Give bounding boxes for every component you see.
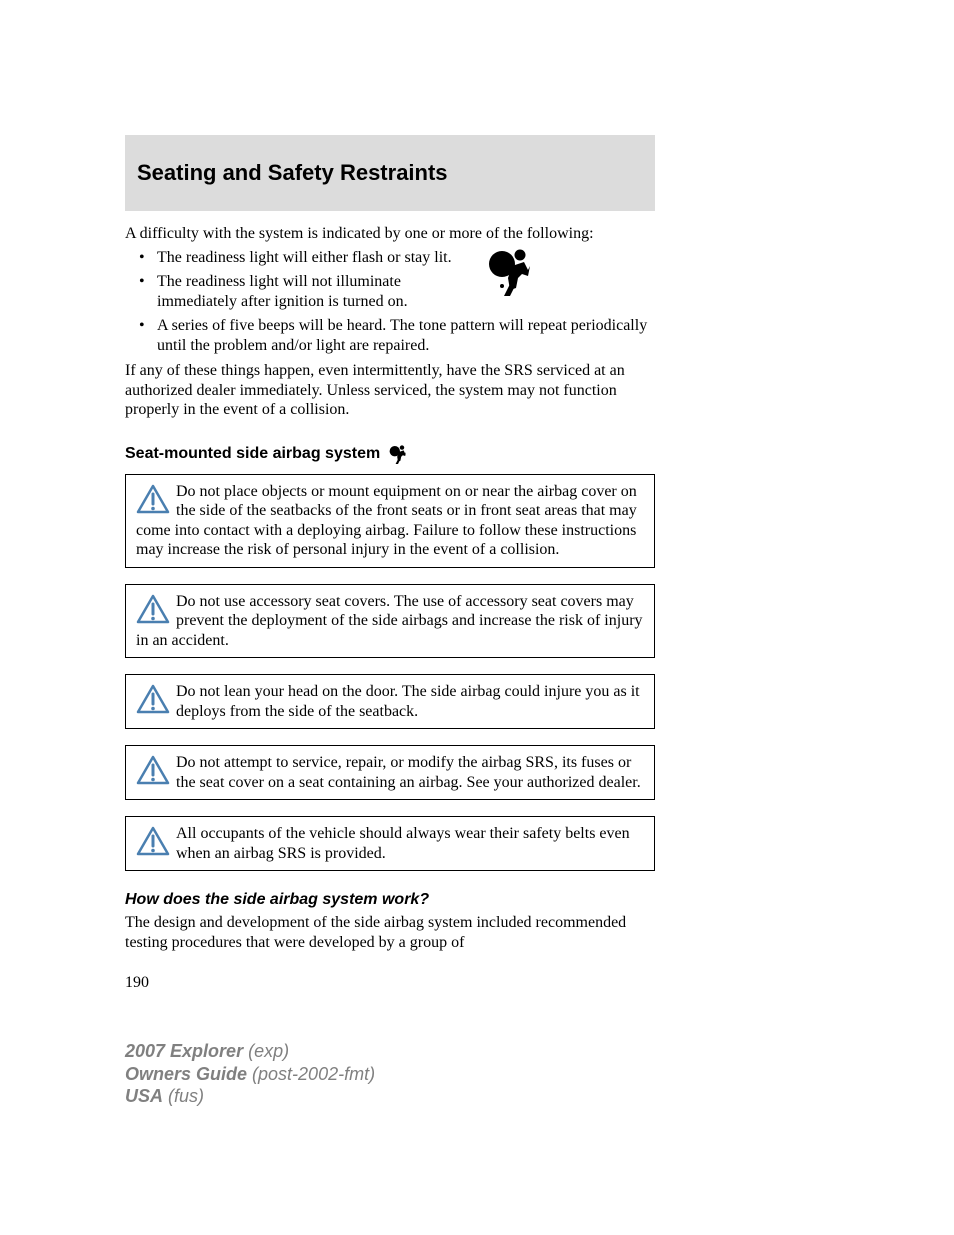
warning-box: All occupants of the vehicle should alwa… <box>125 816 655 871</box>
warning-box: Do not use accessory seat covers. The us… <box>125 584 655 659</box>
footer-line-1: 2007 Explorer (exp) <box>125 1040 375 1063</box>
footer-line-2: Owners Guide (post-2002-fmt) <box>125 1063 375 1086</box>
warning-triangle-icon <box>136 826 170 856</box>
footer-vehicle-code: (exp) <box>243 1041 289 1061</box>
warning-text: Do not lean your head on the door. The s… <box>176 683 640 720</box>
warning-box: Do not lean your head on the door. The s… <box>125 674 655 729</box>
page-number: 190 <box>125 974 655 992</box>
warning-triangle-icon <box>136 484 170 514</box>
closing-paragraph: The design and development of the side a… <box>125 913 655 952</box>
footer-block: 2007 Explorer (exp) Owners Guide (post-2… <box>125 1040 375 1108</box>
warning-text: Do not place objects or mount equipment … <box>136 483 637 559</box>
airbag-small-icon <box>386 444 408 464</box>
header-band: Seating and Safety Restraints <box>125 135 655 211</box>
warning-triangle-icon <box>136 684 170 714</box>
page-root: Seating and Safety Restraints A difficul… <box>0 0 954 1235</box>
section-heading-text: Seat-mounted side airbag system <box>125 445 380 463</box>
footer-line-3: USA (fus) <box>125 1085 375 1108</box>
warning-triangle-icon <box>136 755 170 785</box>
footer-region: USA <box>125 1086 163 1106</box>
section-heading: Seat-mounted side airbag system <box>125 444 655 464</box>
bullet-item: The readiness light will either flash or… <box>145 248 455 268</box>
subheading: How does the side airbag system work? <box>125 891 655 909</box>
warning-text: Do not use accessory seat covers. The us… <box>136 593 643 649</box>
difficulty-bullet-list: The readiness light will either flash or… <box>125 248 655 356</box>
warning-text: Do not attempt to service, repair, or mo… <box>176 754 641 791</box>
warning-box: Do not place objects or mount equipment … <box>125 474 655 568</box>
footer-vehicle: 2007 Explorer <box>125 1041 243 1061</box>
footer-guide: Owners Guide <box>125 1064 247 1084</box>
after-bullets-text: If any of these things happen, even inte… <box>125 361 655 420</box>
bullet-item: The readiness light will not illuminate … <box>145 272 455 311</box>
intro-text: A difficulty with the system is indicate… <box>125 224 655 244</box>
footer-region-code: (fus) <box>163 1086 204 1106</box>
bullet-item: A series of five beeps will be heard. Th… <box>145 316 655 355</box>
page-title: Seating and Safety Restraints <box>137 160 448 186</box>
warning-box: Do not attempt to service, repair, or mo… <box>125 745 655 800</box>
footer-guide-code: (post-2002-fmt) <box>247 1064 375 1084</box>
body-area: A difficulty with the system is indicate… <box>125 224 655 992</box>
warning-text: All occupants of the vehicle should alwa… <box>176 825 630 862</box>
warning-triangle-icon <box>136 594 170 624</box>
